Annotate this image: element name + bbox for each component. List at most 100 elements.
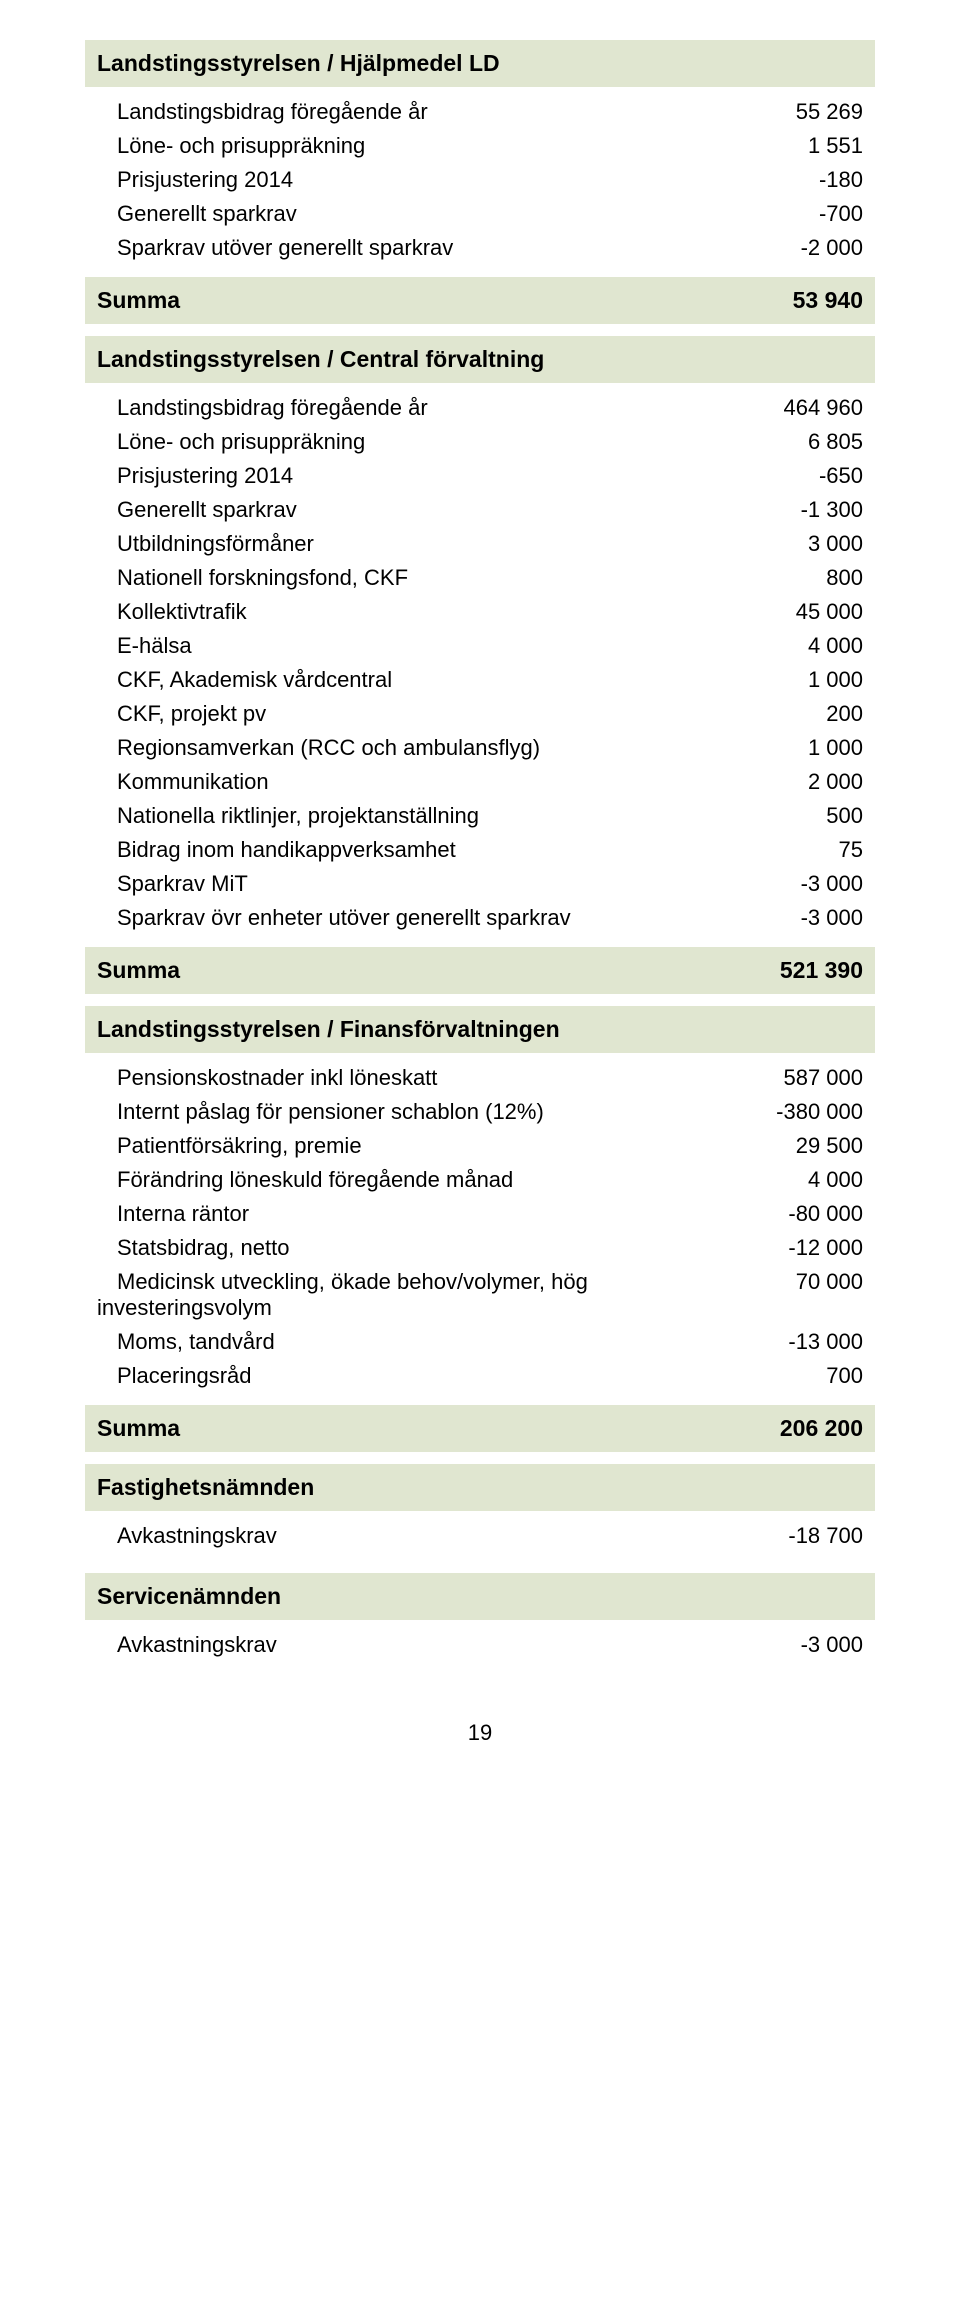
table-row: Löne- och prisuppräkning6 805 [85, 425, 875, 459]
row-value: 6 805 [743, 429, 863, 455]
row-label: CKF, projekt pv [117, 701, 743, 727]
row-value: -3 000 [743, 905, 863, 931]
table-row: Sparkrav utöver generellt sparkrav -2 00… [85, 231, 875, 265]
row-label: Sparkrav övr enheter utöver generellt sp… [117, 905, 743, 931]
row-value: -1 300 [743, 497, 863, 523]
table-row: Avkastningskrav -3 000 [85, 1628, 875, 1662]
row-label: Kommunikation [117, 769, 743, 795]
row-label: Sparkrav utöver generellt sparkrav [117, 235, 743, 261]
row-label: E-hälsa [117, 633, 743, 659]
row-value: 2 000 [743, 769, 863, 795]
row-label: Medicinsk utveckling, ökade behov/volyme… [97, 1269, 743, 1321]
row-value: 1 000 [743, 667, 863, 693]
table-row: CKF, Akademisk vårdcentral1 000 [85, 663, 875, 697]
table-row: Prisjustering 2014-650 [85, 459, 875, 493]
section-header: Servicenämnden [85, 1573, 875, 1620]
row-value: -700 [743, 201, 863, 227]
row-label: Förändring löneskuld föregående månad [117, 1167, 743, 1193]
row-value: 45 000 [743, 599, 863, 625]
section-rows: Landstingsbidrag föregående år464 960 Lö… [85, 383, 875, 943]
row-value: -3 000 [743, 871, 863, 897]
row-value: 4 000 [743, 1167, 863, 1193]
table-row: Utbildningsförmåner3 000 [85, 527, 875, 561]
table-row: Avkastningskrav -18 700 [85, 1519, 875, 1553]
page-number: 19 [85, 1720, 875, 1746]
table-row: Generellt sparkrav-1 300 [85, 493, 875, 527]
summa-label: Summa [97, 1415, 180, 1442]
table-row: Medicinsk utveckling, ökade behov/volyme… [85, 1265, 875, 1325]
row-label: Löne- och prisuppräkning [117, 133, 743, 159]
section-rows: Avkastningskrav -3 000 [85, 1620, 875, 1670]
row-label: Interna räntor [117, 1201, 743, 1227]
table-row: Moms, tandvård-13 000 [85, 1325, 875, 1359]
row-value: -13 000 [743, 1329, 863, 1355]
table-row: Statsbidrag, netto-12 000 [85, 1231, 875, 1265]
row-label: Landstingsbidrag föregående år [117, 395, 743, 421]
row-value: 500 [743, 803, 863, 829]
row-label: Patientförsäkring, premie [117, 1133, 743, 1159]
row-value: 55 269 [743, 99, 863, 125]
row-value: 4 000 [743, 633, 863, 659]
row-value: -18 700 [743, 1523, 863, 1549]
row-label: Prisjustering 2014 [117, 463, 743, 489]
table-row: Nationell forskningsfond, CKF800 [85, 561, 875, 595]
table-row: Patientförsäkring, premie29 500 [85, 1129, 875, 1163]
budget-document-page: Landstingsstyrelsen / Hjälpmedel LD Land… [0, 0, 960, 1776]
table-row: Förändring löneskuld föregående månad4 0… [85, 1163, 875, 1197]
section-header: Landstingsstyrelsen / Finansförvaltninge… [85, 1006, 875, 1053]
row-value: -180 [743, 167, 863, 193]
row-value: 70 000 [743, 1269, 863, 1321]
row-value: 1 551 [743, 133, 863, 159]
row-label: Nationell forskningsfond, CKF [117, 565, 743, 591]
table-row: Generellt sparkrav -700 [85, 197, 875, 231]
row-label: Landstingsbidrag föregående år [117, 99, 743, 125]
summa-label: Summa [97, 957, 180, 984]
row-value: -650 [743, 463, 863, 489]
section-header: Landstingsstyrelsen / Central förvaltnin… [85, 336, 875, 383]
row-label: Placeringsråd [117, 1363, 743, 1389]
summa-label: Summa [97, 287, 180, 314]
row-label: Statsbidrag, netto [117, 1235, 743, 1261]
section-header: Landstingsstyrelsen / Hjälpmedel LD [85, 40, 875, 87]
row-value: -2 000 [743, 235, 863, 261]
summa-value: 521 390 [780, 957, 863, 984]
row-label: Bidrag inom handikappverksamhet [117, 837, 743, 863]
table-row: Kommunikation2 000 [85, 765, 875, 799]
row-label: Nationella riktlinjer, projektanställnin… [117, 803, 743, 829]
table-row: Sparkrav MiT-3 000 [85, 867, 875, 901]
row-value: 700 [743, 1363, 863, 1389]
row-label: Generellt sparkrav [117, 497, 743, 523]
section-rows: Pensionskostnader inkl löneskatt587 000 … [85, 1053, 875, 1401]
section-header: Fastighetsnämnden [85, 1464, 875, 1511]
table-row: Interna räntor-80 000 [85, 1197, 875, 1231]
row-value: 3 000 [743, 531, 863, 557]
row-label: Regionsamverkan (RCC och ambulansflyg) [117, 735, 743, 761]
row-value: -80 000 [743, 1201, 863, 1227]
row-label: Internt påslag för pensioner schablon (1… [117, 1099, 743, 1125]
table-row: Prisjustering 2014 -180 [85, 163, 875, 197]
table-row: Landstingsbidrag föregående år464 960 [85, 391, 875, 425]
table-row: Sparkrav övr enheter utöver generellt sp… [85, 901, 875, 935]
row-value: 800 [743, 565, 863, 591]
table-row: CKF, projekt pv200 [85, 697, 875, 731]
summa-value: 53 940 [793, 287, 863, 314]
row-value: 29 500 [743, 1133, 863, 1159]
row-label: Generellt sparkrav [117, 201, 743, 227]
table-row: Bidrag inom handikappverksamhet75 [85, 833, 875, 867]
table-row: E-hälsa4 000 [85, 629, 875, 663]
row-label: Prisjustering 2014 [117, 167, 743, 193]
summa-row: Summa 521 390 [85, 947, 875, 994]
table-row: Löne- och prisuppräkning 1 551 [85, 129, 875, 163]
section-rows: Landstingsbidrag föregående år 55 269 Lö… [85, 87, 875, 273]
row-value: 1 000 [743, 735, 863, 761]
summa-row: Summa 53 940 [85, 277, 875, 324]
table-row: Nationella riktlinjer, projektanställnin… [85, 799, 875, 833]
table-row: Internt påslag för pensioner schablon (1… [85, 1095, 875, 1129]
row-value: 587 000 [743, 1065, 863, 1091]
row-value: -12 000 [743, 1235, 863, 1261]
row-label: Avkastningskrav [117, 1523, 743, 1549]
row-label: Moms, tandvård [117, 1329, 743, 1355]
table-row: Placeringsråd700 [85, 1359, 875, 1393]
table-row: Landstingsbidrag föregående år 55 269 [85, 95, 875, 129]
row-label: Kollektivtrafik [117, 599, 743, 625]
